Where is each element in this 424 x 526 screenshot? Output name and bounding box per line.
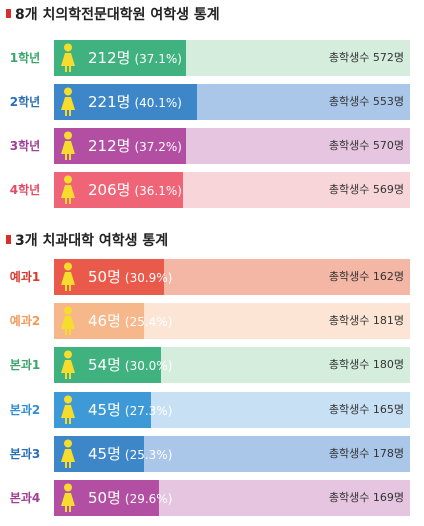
female-student-icon [61, 306, 75, 336]
category-label: 본과4 [9, 491, 41, 505]
bar-value-label: 46명 (25.4%) [88, 303, 172, 339]
count-label: 212명 [88, 49, 131, 67]
category-label: 2학년 [9, 95, 41, 109]
category-label: 본과2 [9, 402, 41, 417]
bar-value-label: 54명 (30.0%) [88, 347, 172, 383]
bar-row: 3학년 212명 (37.2%) 총학생수 570명 [0, 128, 424, 164]
title-marker [6, 9, 11, 18]
bar [54, 84, 197, 120]
count-label: 45명 [88, 400, 121, 419]
bar-value-label: 50명 (29.6%) [88, 480, 172, 516]
total-label: 총학생수 181명 [328, 314, 404, 328]
bar-track: 46명 (25.4%) 총학생수 181명 [54, 303, 410, 340]
bar-value-label: 206명 (36.1%) [88, 172, 182, 208]
chart-title-text: 8개 치의학전문대학원 여학생 통계 [15, 7, 220, 23]
female-student-icon [61, 43, 75, 72]
percent-label: (25.3%) [124, 447, 173, 462]
bar-row: 본과3 45명 (25.3%) 총학생수 178명 [0, 435, 424, 472]
total-label: 총학생수 553명 [328, 95, 404, 108]
bar-row: 2학년 221명 (40.1%) 총학생수 553명 [0, 84, 424, 120]
percent-label: (25.4%) [124, 315, 173, 330]
bar-track: 50명 (29.6%) 총학생수 169명 [54, 480, 410, 516]
bar-row: 본과2 45명 (27.3%) 총학생수 165명 [0, 391, 424, 428]
total-label: 총학생수 572명 [328, 51, 404, 64]
female-student-icon [61, 439, 75, 468]
bar-value-label: 45명 (25.3%) [88, 436, 172, 472]
count-label: 54명 [88, 356, 121, 375]
total-label: 총학생수 570명 [328, 139, 404, 152]
bar-value-label: 45명 (27.3%) [88, 392, 172, 428]
percent-label: (37.2%) [134, 140, 182, 154]
female-student-icon [61, 175, 75, 204]
bar [54, 40, 187, 76]
total-label: 총학생수 165명 [328, 402, 404, 416]
bar-track: 45명 (27.3%) 총학생수 165명 [54, 391, 410, 428]
count-label: 50명 [88, 268, 121, 286]
female-student-icon [61, 350, 75, 380]
bar-value-label: 221명 (40.1%) [88, 84, 182, 120]
category-label: 예과1 [9, 270, 41, 284]
bar-value-label: 50명 (30.9%) [88, 259, 172, 295]
bar-track: 212명 (37.2%) 총학생수 570명 [54, 128, 410, 164]
female-student-icon [61, 483, 75, 512]
bar [54, 128, 187, 164]
female-student-icon [61, 131, 75, 160]
total-label: 총학생수 180명 [328, 358, 404, 372]
percent-label: (36.1%) [134, 184, 182, 198]
female-student-icon [61, 395, 75, 424]
bar-track: 54명 (30.0%) 총학생수 180명 [54, 347, 410, 384]
bar-track: 45명 (25.3%) 총학생수 178명 [54, 435, 410, 472]
percent-label: (29.6%) [124, 492, 173, 506]
bar-value-label: 212명 (37.1%) [88, 40, 182, 76]
title-marker [6, 235, 11, 244]
percent-label: (40.1%) [134, 96, 182, 110]
category-label: 본과3 [9, 446, 41, 461]
category-label: 4학년 [9, 183, 41, 197]
bar-value-label: 212명 (37.2%) [88, 128, 182, 164]
percent-label: (30.0%) [124, 359, 173, 374]
category-label: 1학년 [9, 51, 41, 65]
count-label: 46명 [88, 312, 121, 331]
bar-row: 본과4 50명 (29.6%) 총학생수 169명 [0, 480, 424, 516]
category-label: 예과2 [9, 314, 41, 329]
count-label: 45명 [88, 444, 121, 463]
bar-track: 212명 (37.1%) 총학생수 572명 [54, 40, 410, 76]
bar-track: 50명 (30.9%) 총학생수 162명 [54, 259, 410, 295]
female-student-icon [61, 262, 75, 291]
female-student-icon [61, 87, 75, 116]
chart-title: 8개 치의학전문대학원 여학생 통계 [6, 4, 220, 24]
chart-title: 3개 치과대학 여학생 통계 [6, 230, 168, 250]
count-label: 206명 [88, 181, 131, 199]
percent-label: (37.1%) [134, 52, 182, 66]
bar-row: 1학년 212명 (37.1%) 총학생수 572명 [0, 40, 424, 76]
total-label: 총학생수 162명 [328, 270, 404, 283]
bar [54, 172, 183, 208]
category-label: 3학년 [9, 139, 41, 153]
total-label: 총학생수 569명 [328, 183, 404, 196]
count-label: 212명 [88, 137, 131, 155]
bar-row: 예과1 50명 (30.9%) 총학생수 162명 [0, 259, 424, 295]
count-label: 221명 [88, 93, 131, 111]
bar-track: 221명 (40.1%) 총학생수 553명 [54, 84, 410, 120]
total-label: 총학생수 169명 [328, 491, 404, 504]
bar-track: 206명 (36.1%) 총학생수 569명 [54, 172, 410, 208]
chart-title-text: 3개 치과대학 여학생 통계 [15, 233, 169, 249]
percent-label: (30.9%) [124, 271, 173, 285]
bar-row: 4학년 206명 (36.1%) 총학생수 569명 [0, 172, 424, 208]
category-label: 본과1 [9, 358, 41, 373]
total-label: 총학생수 178명 [328, 446, 404, 460]
bar-row: 예과2 46명 (25.4%) 총학생수 181명 [0, 303, 424, 340]
count-label: 50명 [88, 489, 121, 507]
percent-label: (27.3%) [124, 403, 173, 418]
bar-row: 본과1 54명 (30.0%) 총학생수 180명 [0, 347, 424, 384]
